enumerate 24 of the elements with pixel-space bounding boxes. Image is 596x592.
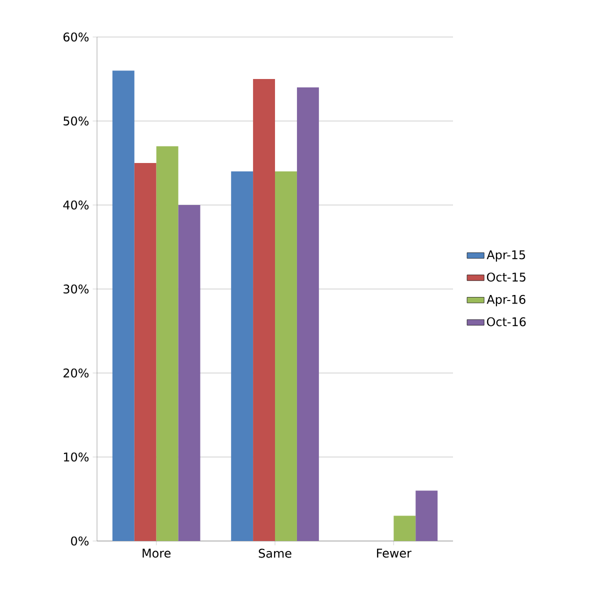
- bar: [394, 516, 416, 541]
- y-tick-label: 30%: [64, 284, 89, 294]
- legend-label: Oct-15: [486, 272, 526, 282]
- legend-label: Apr-15: [486, 250, 526, 262]
- y-tick-label: 0%: [71, 536, 89, 546]
- bar: [296, 87, 319, 541]
- legend-label: Oct-16: [486, 317, 526, 326]
- y-tick-label: 20%: [64, 368, 89, 378]
- x-tick-label: Same: [258, 548, 292, 558]
- bar: [112, 70, 134, 541]
- y-tick-label: 50%: [64, 116, 89, 126]
- bar: [231, 171, 254, 541]
- bar: [156, 146, 178, 541]
- bar: [178, 205, 200, 541]
- legend-label: Apr-16: [486, 294, 526, 306]
- bar: [416, 490, 438, 541]
- y-tick-label: 60%: [63, 32, 89, 42]
- bar: [134, 163, 156, 541]
- y-tick-label: 40%: [63, 200, 89, 210]
- bar: [275, 171, 297, 541]
- x-tick-label: Fewer: [377, 548, 412, 558]
- y-tick-label: 10%: [64, 452, 89, 462]
- x-tick-label: More: [142, 548, 171, 558]
- bar: [253, 79, 276, 541]
